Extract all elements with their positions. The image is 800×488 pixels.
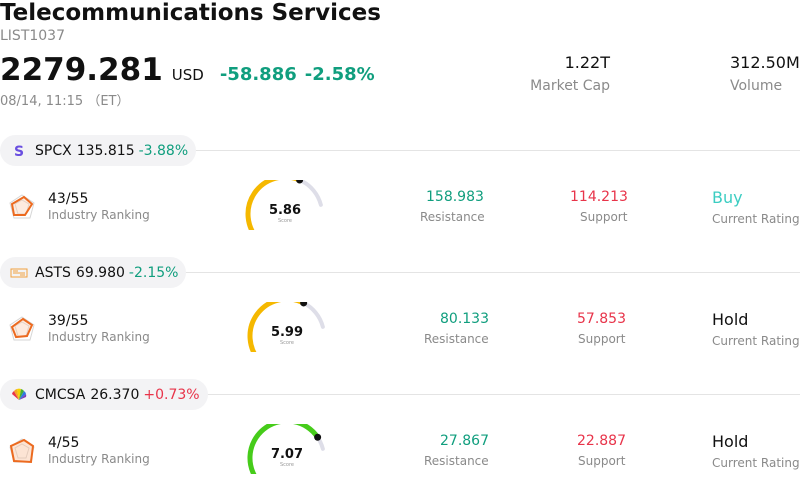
resistance-value: 80.133 bbox=[440, 311, 489, 327]
radar-chart-icon bbox=[9, 194, 35, 219]
svg-text:S: S bbox=[14, 144, 24, 159]
page-title: Telecommunications Services bbox=[0, 0, 381, 26]
stock-chip-spcx[interactable]: S SPCX 135.815 -3.88% bbox=[0, 135, 197, 166]
gauge-dot bbox=[300, 302, 308, 307]
stock-price: 26.370 bbox=[90, 386, 140, 403]
section-divider bbox=[0, 394, 800, 395]
score-gauge: 7.07 Score bbox=[247, 424, 325, 474]
stock-price: 135.815 bbox=[76, 142, 135, 159]
current-rating: Buy bbox=[712, 188, 743, 207]
score-gauge: 5.99 Score bbox=[247, 302, 325, 352]
score-gauge: 5.86 Score bbox=[245, 180, 323, 230]
gauge-score-label: Score bbox=[278, 218, 292, 224]
support-label: Support bbox=[578, 332, 626, 346]
gauge-fill bbox=[247, 424, 321, 474]
stock-chip-asts[interactable]: ASTS 69.980 -2.15% bbox=[0, 257, 187, 288]
gauge-score: 5.99 bbox=[271, 325, 303, 340]
index-price: 2279.281 bbox=[0, 52, 163, 88]
radar-chart-icon bbox=[9, 438, 35, 464]
industry-rank-label: Industry Ranking bbox=[48, 452, 150, 466]
gauge-fill bbox=[247, 302, 307, 352]
current-rating-label: Current Rating bbox=[712, 334, 800, 348]
volume-value: 312.50M bbox=[730, 53, 800, 72]
market-cap-value: 1.22T bbox=[564, 53, 610, 72]
currency: USD bbox=[171, 66, 204, 84]
stock-ticker: ASTS bbox=[35, 264, 71, 281]
industry-rank: 39/55 bbox=[48, 313, 89, 329]
price-row: 2279.281 USD -58.886 -2.58% bbox=[0, 52, 375, 88]
gauge-score: 7.07 bbox=[271, 447, 303, 462]
current-rating-label: Current Rating bbox=[712, 212, 800, 226]
gauge-dot bbox=[296, 180, 304, 184]
price-change-pct: -2.58% bbox=[304, 64, 375, 85]
section-divider bbox=[0, 272, 800, 273]
industry-rank-label: Industry Ranking bbox=[48, 208, 150, 222]
spcx-logo-icon: S bbox=[10, 142, 28, 160]
industry-rank-label: Industry Ranking bbox=[48, 330, 150, 344]
current-rating-label: Current Rating bbox=[712, 456, 800, 470]
resistance-value: 158.983 bbox=[426, 189, 484, 205]
section-divider bbox=[0, 150, 800, 151]
market-cap-label: Market Cap bbox=[530, 78, 610, 94]
stock-ticker: SPCX bbox=[35, 142, 72, 159]
resistance-label: Resistance bbox=[424, 454, 489, 468]
industry-rank: 43/55 bbox=[48, 191, 89, 207]
stock-ticker: CMCSA bbox=[35, 386, 86, 403]
timestamp: 08/14, 11:15 （ET） bbox=[0, 94, 130, 109]
gauge-fill bbox=[245, 180, 303, 230]
stock-change: -2.15% bbox=[128, 264, 179, 281]
list-code: LIST1037 bbox=[0, 28, 65, 44]
stock-price: 69.980 bbox=[75, 264, 125, 281]
volume-label: Volume bbox=[730, 78, 783, 94]
asts-logo-icon bbox=[10, 264, 28, 282]
support-value: 22.887 bbox=[577, 433, 626, 449]
support-label: Support bbox=[578, 454, 626, 468]
price-change: -58.886 bbox=[219, 64, 297, 85]
support-value: 57.853 bbox=[577, 311, 626, 327]
resistance-label: Resistance bbox=[424, 332, 489, 346]
support-value: 114.213 bbox=[570, 189, 628, 205]
stock-change: +0.73% bbox=[143, 386, 200, 403]
gauge-score: 5.86 bbox=[269, 203, 301, 218]
current-rating: Hold bbox=[712, 310, 749, 329]
resistance-value: 27.867 bbox=[440, 433, 489, 449]
current-rating: Hold bbox=[712, 432, 749, 451]
peacock-logo-icon bbox=[10, 386, 28, 404]
gauge-score-label: Score bbox=[280, 462, 294, 468]
gauge-dot bbox=[314, 433, 322, 441]
stock-change: -3.88% bbox=[138, 142, 189, 159]
radar-chart-icon bbox=[9, 316, 35, 341]
support-label: Support bbox=[580, 210, 628, 224]
industry-rank: 4/55 bbox=[48, 435, 80, 451]
resistance-label: Resistance bbox=[420, 210, 485, 224]
stock-chip-cmcsa[interactable]: CMCSA 26.370 +0.73% bbox=[0, 379, 208, 410]
gauge-score-label: Score bbox=[280, 340, 294, 346]
